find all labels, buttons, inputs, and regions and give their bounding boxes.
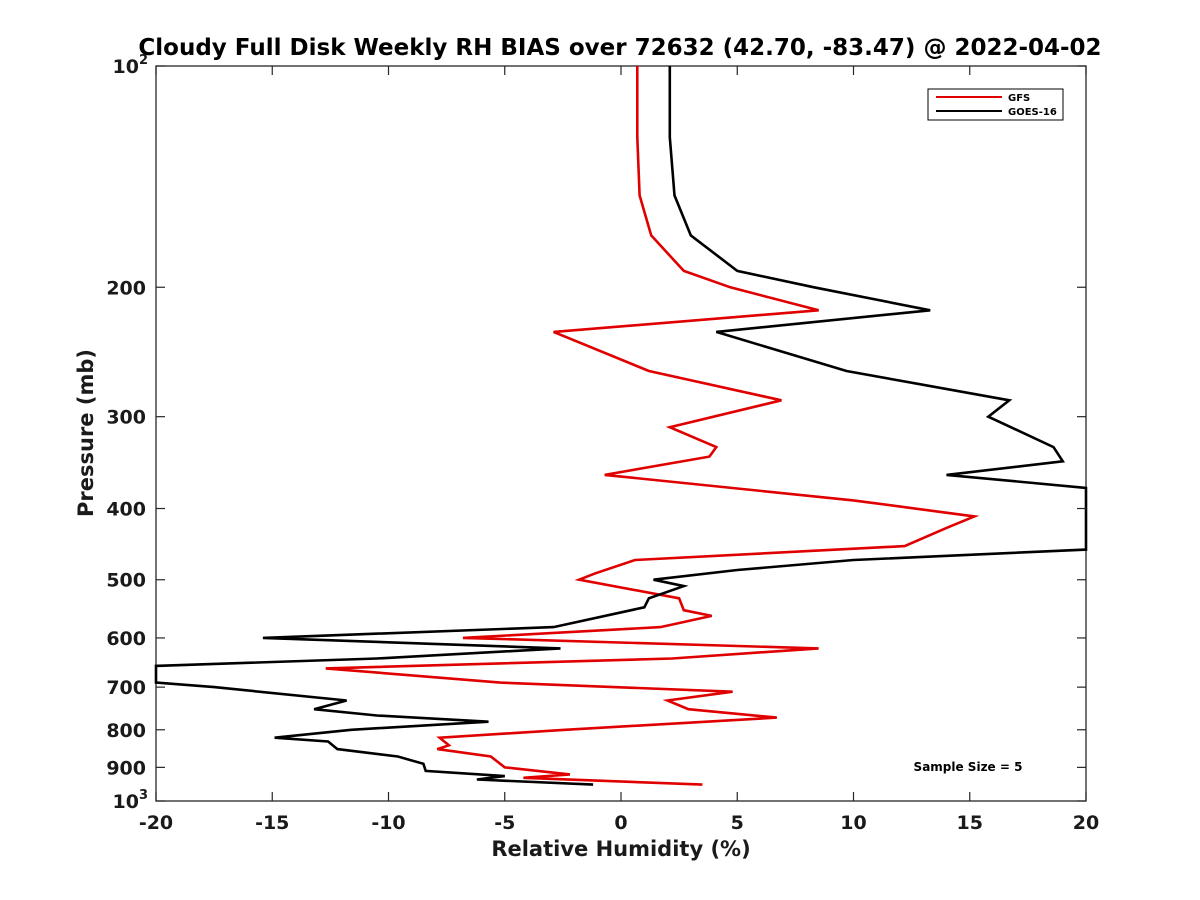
x-tick-label: 10	[840, 812, 866, 834]
legend-box	[927, 88, 1064, 121]
chart-title: Cloudy Full Disk Weekly RH BIAS over 726…	[138, 35, 1101, 61]
y-tick-label: 102	[113, 53, 149, 78]
x-tick-label: 0	[614, 812, 627, 834]
y-tick-label: 103	[113, 788, 149, 813]
series-layer	[154, 66, 1088, 786]
x-tick-label: -15	[255, 812, 289, 834]
y-tick-label: 400	[106, 499, 146, 521]
series-line-gfs	[325, 66, 980, 786]
x-axis-label: Relative Humidity (%)	[491, 837, 750, 861]
y-tick-label: 600	[106, 628, 146, 650]
y-tick-label: 800	[106, 720, 146, 742]
legend: GFS GOES-16	[927, 88, 1064, 121]
x-axis: -20 -15 -10 -5 0 5 10 15 20	[139, 66, 1099, 834]
y-tick-label: 300	[106, 407, 146, 429]
y-axis-label: Pressure (mb)	[74, 349, 98, 517]
x-tick-label: -5	[494, 812, 515, 834]
x-tick-label: 5	[731, 812, 744, 834]
x-tick-label: 15	[957, 812, 983, 834]
legend-label-goes16: GOES-16	[1008, 107, 1057, 118]
series-line-goes16	[154, 66, 1088, 786]
x-tick-label: -20	[139, 812, 173, 834]
y-tick-label: 900	[106, 757, 146, 779]
y-tick-label: 700	[106, 677, 146, 699]
y-tick-label: 200	[106, 277, 146, 299]
y-axis: 102 200 300 400 500 600 700 800 900 103	[106, 53, 1086, 813]
y-tick-label: 500	[106, 570, 146, 592]
plot-area: -20 -15 -10 -5 0 5 10 15 20 102 200 300 400 500 600 70…	[106, 53, 1099, 834]
x-tick-label: 20	[1073, 812, 1099, 834]
legend-label-gfs: GFS	[1008, 93, 1030, 104]
x-tick-label: -10	[371, 812, 405, 834]
sample-size-annotation: Sample Size = 5	[914, 760, 1023, 774]
plot-frame	[155, 65, 1087, 802]
